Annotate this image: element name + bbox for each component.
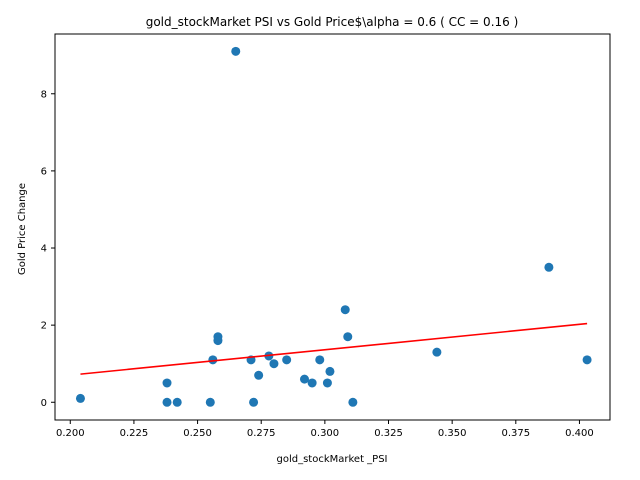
chart-title: gold_stockMarket PSI vs Gold Price$\alph…: [146, 15, 519, 29]
data-point: [282, 355, 292, 365]
y-tick-label: 8: [41, 89, 47, 100]
data-point: [231, 46, 241, 56]
x-tick-label: 0.325: [374, 428, 403, 439]
x-tick-label: 0.350: [438, 428, 467, 439]
y-axis-label: Gold Price Change: [17, 183, 28, 275]
data-point: [75, 393, 85, 403]
data-point: [269, 359, 279, 369]
data-point: [544, 262, 554, 272]
data-point: [343, 332, 353, 342]
y-tick-label: 4: [41, 244, 47, 255]
data-point: [348, 397, 358, 407]
data-point: [208, 355, 218, 365]
x-tick-label: 0.275: [247, 428, 276, 439]
y-tick-label: 2: [41, 321, 47, 332]
x-tick-label: 0.200: [56, 428, 85, 439]
data-point: [322, 378, 332, 388]
y-tick-label: 6: [41, 166, 47, 177]
data-point: [340, 305, 350, 315]
x-tick-label: 0.400: [565, 428, 594, 439]
data-point: [254, 370, 264, 380]
data-point: [172, 397, 182, 407]
data-point: [162, 378, 172, 388]
x-tick-label: 0.250: [183, 428, 212, 439]
data-point: [205, 397, 215, 407]
x-tick-label: 0.375: [501, 428, 530, 439]
plot-area: [75, 46, 592, 407]
data-point: [307, 378, 317, 388]
data-point: [315, 355, 325, 365]
data-point: [432, 347, 442, 357]
x-axis-label: gold_stockMarket _PSI: [276, 454, 387, 465]
data-point: [213, 336, 223, 346]
x-tick-label: 0.300: [311, 428, 340, 439]
x-axis-ticks: 0.200 0.225 0.250 0.275 0.300 0.325 0.350 0.375…: [56, 420, 594, 439]
plot-frame: [54, 33, 611, 421]
y-tick-label: 0: [41, 398, 47, 409]
data-point: [162, 397, 172, 407]
data-point: [325, 366, 335, 376]
data-point: [249, 397, 259, 407]
x-tick-label: 0.225: [120, 428, 149, 439]
data-point: [582, 355, 592, 365]
fit-line: [80, 322, 588, 375]
data-point: [299, 374, 309, 384]
y-axis-ticks: 0 2 4 6 8: [41, 89, 55, 409]
